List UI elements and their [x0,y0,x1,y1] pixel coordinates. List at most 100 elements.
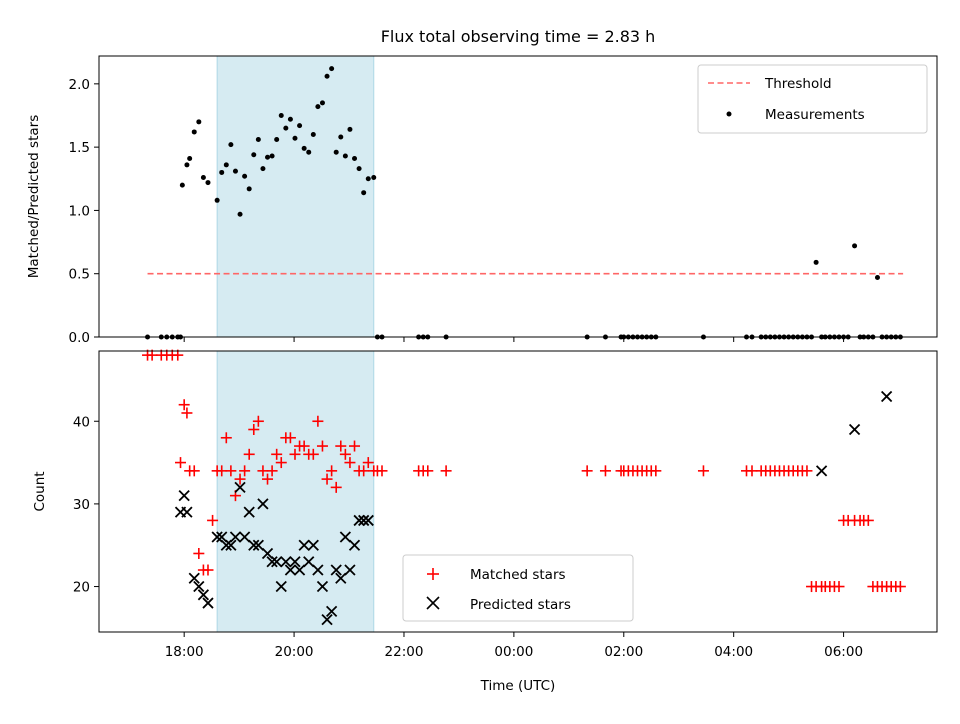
matched-star-point [266,465,278,477]
predicted-star-point [261,547,274,560]
predicted-star-point [353,514,365,527]
top-axes-frame [98,55,938,338]
matched-star-point [326,465,338,477]
measurement-point [333,149,339,155]
matched-star-point [316,440,328,452]
matched-star-point [284,432,296,444]
predicted-star-point [216,531,228,543]
bottom-y-axis-label: Count [32,471,48,511]
bottom-y-ticks: 20 30 40 [73,414,99,596]
measurement-point [315,104,321,110]
predicted-star-point [325,605,338,617]
measurement-point [371,175,377,181]
bottom-y-tick-label: 40 [73,414,90,430]
measurement-point [260,166,266,172]
top-y-tick-label: 0.5 [69,267,90,283]
matched-star-point [243,448,255,460]
x-axis-label: Time (UTC) [480,678,556,694]
measurement-point [324,73,330,79]
measurement-point [205,180,211,186]
matched-star-point [801,465,813,477]
count-points [142,349,906,626]
measurement-point [228,142,234,148]
measurement-point [223,162,229,168]
predicted-star-point [220,539,232,551]
bottom-shaded-region [216,350,375,633]
matched-star-point [650,465,662,477]
matched-star-point [349,440,361,452]
matched-star-point [193,547,205,559]
bottom-y-tick-label: 20 [73,580,90,596]
x-tick-label: 20:00 [275,644,314,660]
top-shaded-region [216,55,375,338]
matched-star-point [178,399,190,411]
x-tick-label: 06:00 [824,644,863,660]
x-tick-label: 04:00 [714,644,753,660]
predicted-star-point [339,531,351,543]
predicted-star-point [289,556,301,568]
measurement-point [237,211,243,217]
matched-star-point [335,440,347,452]
predicted-star-point [243,506,255,518]
matched-star-point [175,457,187,469]
measurement-point [352,156,358,162]
predicted-star-point [275,580,287,593]
matched-star-point [271,448,283,460]
measurement-point [232,168,238,174]
x-tick-label: 02:00 [604,644,643,660]
measurement-point [342,153,348,159]
matched-star-point [376,465,388,477]
matched-star-point [239,465,251,477]
matched-star-point [289,448,301,460]
measurement-point [184,162,190,168]
measurement-point [365,176,371,182]
predicted-star-point [321,613,333,626]
predicted-star-point [188,572,200,584]
matched-star-point [252,415,264,427]
matched-star-point [581,465,593,477]
matched-star-point [248,424,260,436]
measurement-point [251,152,257,158]
predicted-star-point [193,580,205,593]
measurement-point [269,153,275,159]
matched-star-point [833,581,845,593]
legend-matched-marker [427,568,439,580]
bottom-x-ticks: 18:00 20:00 22:00 00:00 02:00 04:00 06:00 [165,632,863,660]
measurement-point [310,131,316,137]
predicted-star-point [257,498,269,510]
predicted-star-point [348,539,361,551]
predicted-star-point [225,539,237,551]
measurement-point [301,145,307,151]
legend-matched-label: Matched stars [470,567,566,583]
measurement-point [191,129,197,135]
predicted-star-point [344,564,356,576]
top-y-tick-label: 2.0 [69,77,90,93]
predicted-star-point [293,564,306,576]
top-y-tick-label: 1.5 [69,140,90,156]
chart-title: Flux total observing time = 2.83 h [381,27,656,46]
matched-star-point [599,465,611,477]
predicted-star-point [362,514,374,527]
predicted-star-point [284,564,297,576]
predicted-star-point [229,531,242,543]
predicted-star-point [181,506,193,518]
matched-star-point [321,473,333,485]
measurement-point [338,134,344,140]
matched-star-point [339,448,351,460]
matched-star-point [894,581,906,593]
predicted-star-point [197,589,210,601]
x-tick-label: 18:00 [165,644,204,660]
matched-star-point [225,465,237,477]
measurement-point [283,125,289,131]
matched-star-point [275,457,287,469]
predicted-star-point [202,597,214,609]
top-y-tick-label: 0.0 [69,330,90,346]
measurement-point [278,112,284,118]
predicted-star-point [252,539,264,551]
predicted-star-point [271,556,283,568]
legend-predicted-label: Predicted stars [470,597,571,613]
top-y-tick-label: 1.0 [69,203,90,219]
matched-star-point [307,448,319,460]
measurement-point [297,123,303,129]
